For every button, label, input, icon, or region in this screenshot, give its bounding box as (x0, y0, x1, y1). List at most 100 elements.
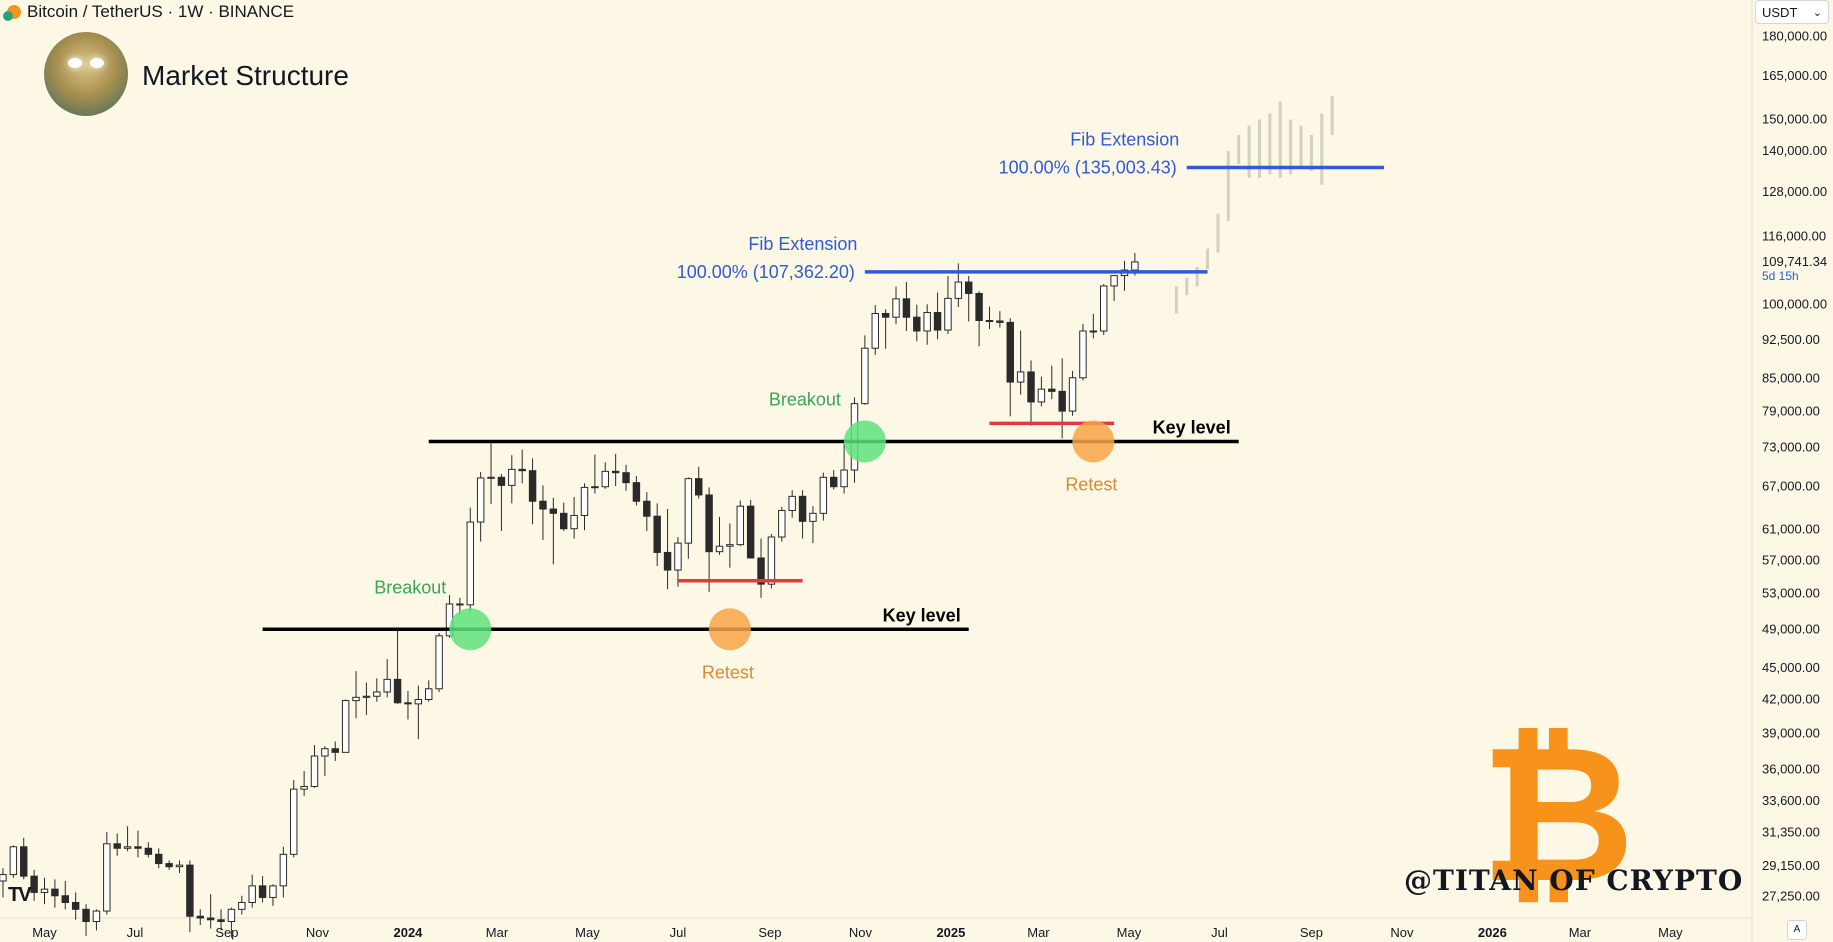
bitcoin-coin-icon (3, 4, 22, 21)
candle-body-up (809, 512, 817, 522)
candle-body-up (362, 695, 371, 698)
symbol-header[interactable]: Bitcoin / TetherUS · 1W · BINANCE (3, 2, 294, 22)
candle-body-down (155, 853, 163, 865)
candle (300, 771, 308, 796)
candle-body-up (487, 476, 495, 479)
candle (715, 516, 724, 555)
x-tick-label: Jul (127, 925, 144, 940)
candle-body-down (1058, 390, 1066, 412)
chart-title: Market Structure (142, 60, 349, 91)
retest-1-label: Retest (702, 662, 754, 682)
candle (580, 483, 589, 531)
candle (393, 630, 402, 704)
candle-body-down (393, 678, 402, 704)
candle (944, 276, 952, 334)
tradingview-logo[interactable]: TV (8, 884, 32, 906)
candle (404, 690, 412, 720)
fib-extension-label: Fib Extension (1070, 130, 1179, 150)
candle (881, 309, 890, 349)
candle (51, 879, 59, 908)
candle-body-up (715, 545, 724, 553)
x-tick-label: 2025 (936, 925, 965, 940)
candle (591, 454, 599, 494)
candle (92, 909, 101, 931)
candle (1120, 260, 1129, 291)
candle-body-down (71, 901, 80, 910)
last-price-label: 109,741.34 (1762, 254, 1827, 269)
x-tick-label: Mar (1027, 925, 1050, 940)
candle (622, 464, 630, 491)
bitcoin-logo: ₿ (1480, 704, 1635, 925)
auto-scale-button[interactable]: A (1787, 920, 1807, 940)
candle (134, 830, 142, 858)
candle-body-down (206, 917, 215, 921)
candle-body-up (279, 853, 288, 887)
candle (913, 304, 921, 342)
candle (435, 633, 443, 692)
y-tick-label: 57,000.00 (1762, 552, 1820, 567)
candle (840, 443, 848, 494)
candle-body-down (20, 846, 28, 877)
x-tick-label: May (575, 925, 600, 940)
candle-body-up (123, 846, 132, 849)
candle-body-up (601, 470, 609, 488)
candle-body-down (497, 476, 506, 486)
candle (611, 453, 620, 487)
candle-body-down (975, 292, 983, 321)
candle (20, 837, 28, 880)
candle-body-down (830, 476, 838, 488)
candle-body-down (165, 863, 173, 868)
candle (497, 473, 506, 531)
candle (549, 497, 558, 565)
candle-body-up (238, 901, 246, 910)
y-tick-label: 79,000.00 (1762, 404, 1820, 419)
candle-body-up (175, 864, 184, 868)
currency-selector[interactable]: USDT ⌄ (1755, 0, 1829, 24)
candle-body-down (798, 495, 807, 522)
y-tick-label: 85,000.00 (1762, 370, 1820, 385)
candle (61, 880, 69, 910)
candle (819, 472, 828, 521)
candle (653, 503, 661, 567)
candle (1037, 376, 1046, 407)
candle (923, 304, 931, 345)
candle-body-down (964, 281, 973, 294)
candle-body-up (383, 678, 391, 693)
candle (466, 507, 474, 612)
candle-body-up (290, 788, 298, 855)
candle-body-down (1006, 321, 1014, 383)
candle-body-down (113, 843, 121, 849)
candle-body-up (466, 521, 474, 606)
candle-body-down (258, 885, 267, 898)
chevron-down-icon: ⌄ (1812, 7, 1822, 19)
y-tick-label: 180,000.00 (1762, 28, 1827, 43)
candle (830, 470, 838, 490)
candle-body-up (861, 347, 869, 405)
y-tick-label: 100,000.00 (1762, 296, 1827, 311)
candle-body-up (40, 888, 49, 893)
candle-body-down (186, 864, 194, 917)
candle (175, 860, 184, 873)
candle (809, 506, 817, 544)
candle (9, 845, 18, 878)
candle (643, 492, 651, 531)
candle (570, 497, 578, 539)
candle (892, 286, 900, 325)
candle-body-up (1089, 330, 1098, 333)
candle (746, 499, 755, 559)
x-tick-label: Sep (215, 925, 238, 940)
y-tick-label: 61,000.00 (1762, 521, 1820, 536)
candle-body-down (560, 512, 568, 530)
y-tick-label: 29,150.00 (1762, 858, 1820, 873)
candle (663, 509, 672, 590)
candle-body-up (92, 910, 101, 923)
candle (71, 892, 80, 920)
candle (186, 860, 194, 933)
y-tick-label: 53,000.00 (1762, 586, 1820, 601)
retest-2-label: Retest (1065, 474, 1117, 494)
last-price-tag (1753, 251, 1833, 288)
candle-body-up (9, 846, 18, 876)
candle-body-down (933, 312, 942, 331)
candle (964, 276, 973, 322)
